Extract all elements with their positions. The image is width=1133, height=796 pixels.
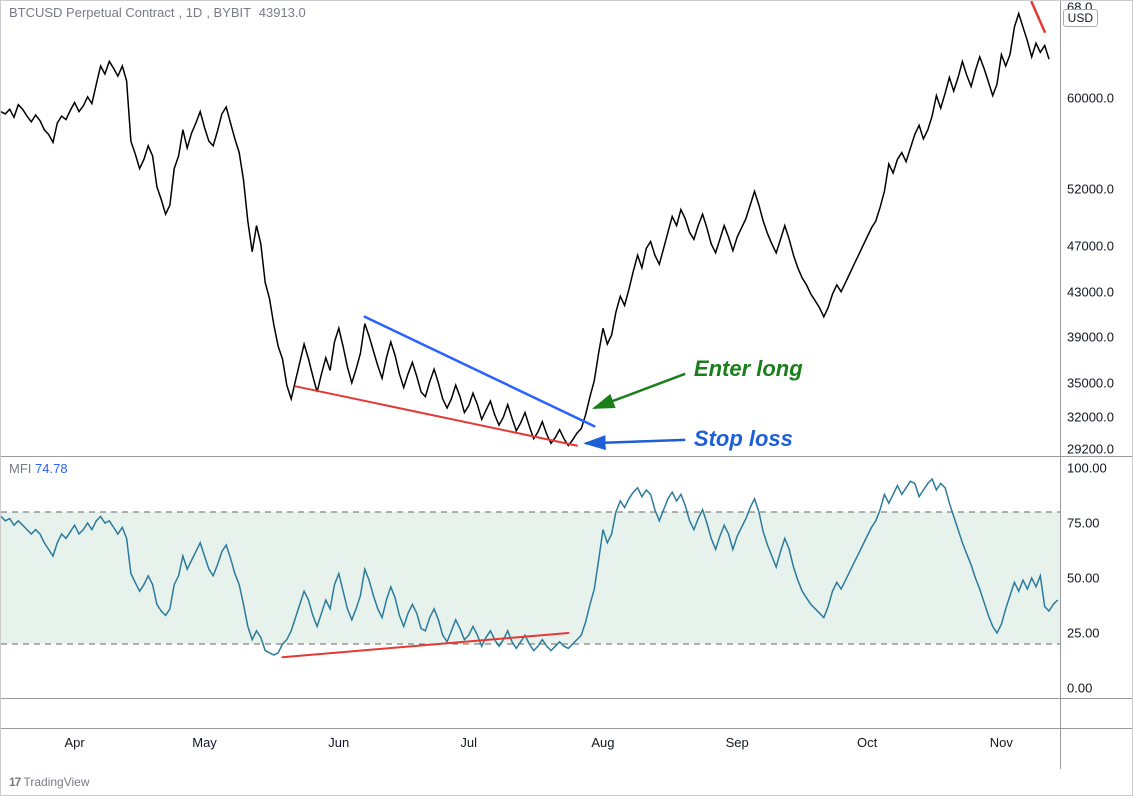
mfi-chart-svg	[1, 457, 1062, 699]
time-xtick: Sep	[726, 735, 749, 750]
gap-yaxis	[1060, 699, 1132, 728]
time-xtick: Aug	[591, 735, 614, 750]
time-xtick: Jul	[460, 735, 477, 750]
mfi-yaxis[interactable]: 100.00 75.00 50.00 25.00 0.00	[1060, 457, 1132, 698]
time-xtick: Apr	[64, 735, 84, 750]
chart-container: BTCUSD Perpetual Contract, 1D, BYBIT 439…	[0, 0, 1133, 796]
price-ytick: 35000.0	[1067, 375, 1114, 390]
mfi-ytick: 50.00	[1067, 571, 1100, 586]
time-xtick: Nov	[990, 735, 1013, 750]
mfi-ytick: 75.00	[1067, 516, 1100, 531]
timeframe-label: 1D	[186, 5, 203, 20]
mfi-ytick: 25.00	[1067, 626, 1100, 641]
tv-logo-text: TradingView	[23, 775, 89, 789]
time-xtick: May	[192, 735, 217, 750]
price-yaxis[interactable]: 68 060000.052000.047000.043000.039000.03…	[1060, 1, 1132, 456]
price-chart-svg	[1, 1, 1062, 457]
price-ytick: 39000.0	[1067, 330, 1114, 345]
xaxis-right-corner	[1060, 729, 1132, 769]
price-ytick: 43000.0	[1067, 284, 1114, 299]
time-xtick: Oct	[857, 735, 877, 750]
gap-pane	[1, 699, 1132, 729]
price-pane[interactable]: BTCUSD Perpetual Contract, 1D, BYBIT 439…	[1, 1, 1132, 457]
symbol-name: BTCUSD Perpetual Contract	[9, 5, 174, 20]
price-ytick: 52000.0	[1067, 182, 1114, 197]
exchange-label: BYBIT	[214, 5, 252, 20]
enter-long-annotation: Enter long	[694, 356, 803, 382]
mfi-header: MFI 74.78	[9, 461, 68, 476]
stop-loss-annotation: Stop loss	[694, 426, 793, 452]
price-ytick: 60000.0	[1067, 90, 1114, 105]
mfi-name: MFI	[9, 461, 31, 476]
price-ytick: 47000.0	[1067, 239, 1114, 254]
time-xtick: Jun	[328, 735, 349, 750]
mfi-pane[interactable]: MFI 74.78 100.00 75.00 50.00 25.00 0.00	[1, 457, 1132, 699]
tv-logo-icon: 17	[9, 775, 20, 789]
mfi-value: 74.78	[35, 461, 68, 476]
mfi-ytick: 100.00	[1067, 461, 1107, 476]
last-price: 43913.0	[259, 5, 306, 20]
symbol-header: BTCUSD Perpetual Contract, 1D, BYBIT 439…	[9, 5, 310, 20]
mfi-ytick: 0.00	[1067, 681, 1092, 696]
currency-badge[interactable]: USD	[1063, 9, 1098, 27]
time-axis[interactable]: Apr May Jun Jul Aug Sep Oct Nov	[1, 729, 1132, 769]
price-ytick: 32000.0	[1067, 410, 1114, 425]
price-ytick: 29200.0	[1067, 442, 1114, 457]
tradingview-logo: 17 TradingView	[9, 775, 90, 789]
